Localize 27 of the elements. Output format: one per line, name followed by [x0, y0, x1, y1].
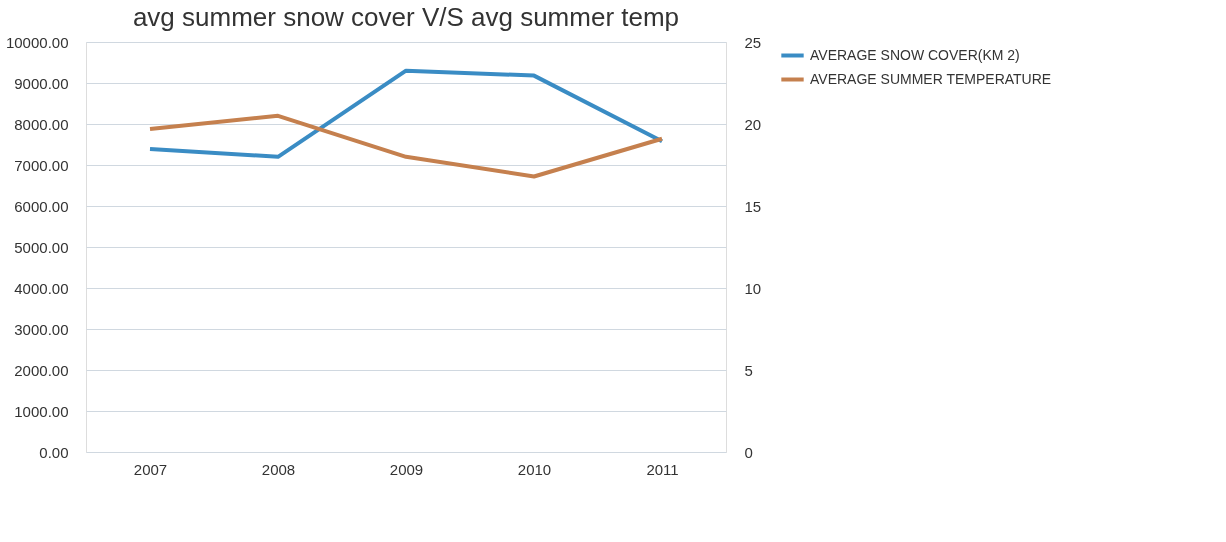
y-tick-label: 5000.00: [14, 238, 69, 256]
y2-tick-label: 5: [744, 361, 753, 379]
y-tick-label: 0.00: [39, 443, 69, 461]
y2-tick-label: 15: [744, 197, 762, 215]
y2-tick-label: 0: [744, 443, 753, 461]
y-tick-label: 1000.00: [14, 402, 69, 420]
y-tick-label: 2000.00: [14, 361, 69, 379]
y-tick-label: 7000.00: [14, 156, 69, 174]
x-tick-label: 2010: [517, 460, 552, 478]
y-tick-label: 10000.00: [5, 33, 69, 51]
y2-tick-label: 20: [744, 115, 762, 133]
x-tick-label: 2007: [133, 460, 168, 478]
legend-label: AVERAGE SNOW COVER(KM 2): [810, 46, 1020, 63]
x-tick-label: 2011: [646, 460, 679, 478]
y-tick-label: 4000.00: [14, 279, 69, 297]
line-series: [148, 68, 664, 159]
y-tick-label: 9000.00: [14, 74, 69, 92]
y-tick-label: 8000.00: [14, 115, 69, 133]
x-tick-label: 2009: [389, 460, 424, 478]
y-tick-label: 6000.00: [14, 197, 69, 215]
y2-tick-label: 25: [744, 33, 762, 51]
line-series: [148, 113, 664, 179]
x-tick-label: 2008: [261, 460, 296, 478]
y2-tick-label: 10: [744, 279, 762, 297]
y-tick-label: 3000.00: [14, 320, 69, 338]
chart-title: avg summer snow cover V/S avg summer temp: [132, 2, 680, 32]
legend-label: AVERAGE SUMMER TEMPERATURE: [810, 70, 1052, 87]
